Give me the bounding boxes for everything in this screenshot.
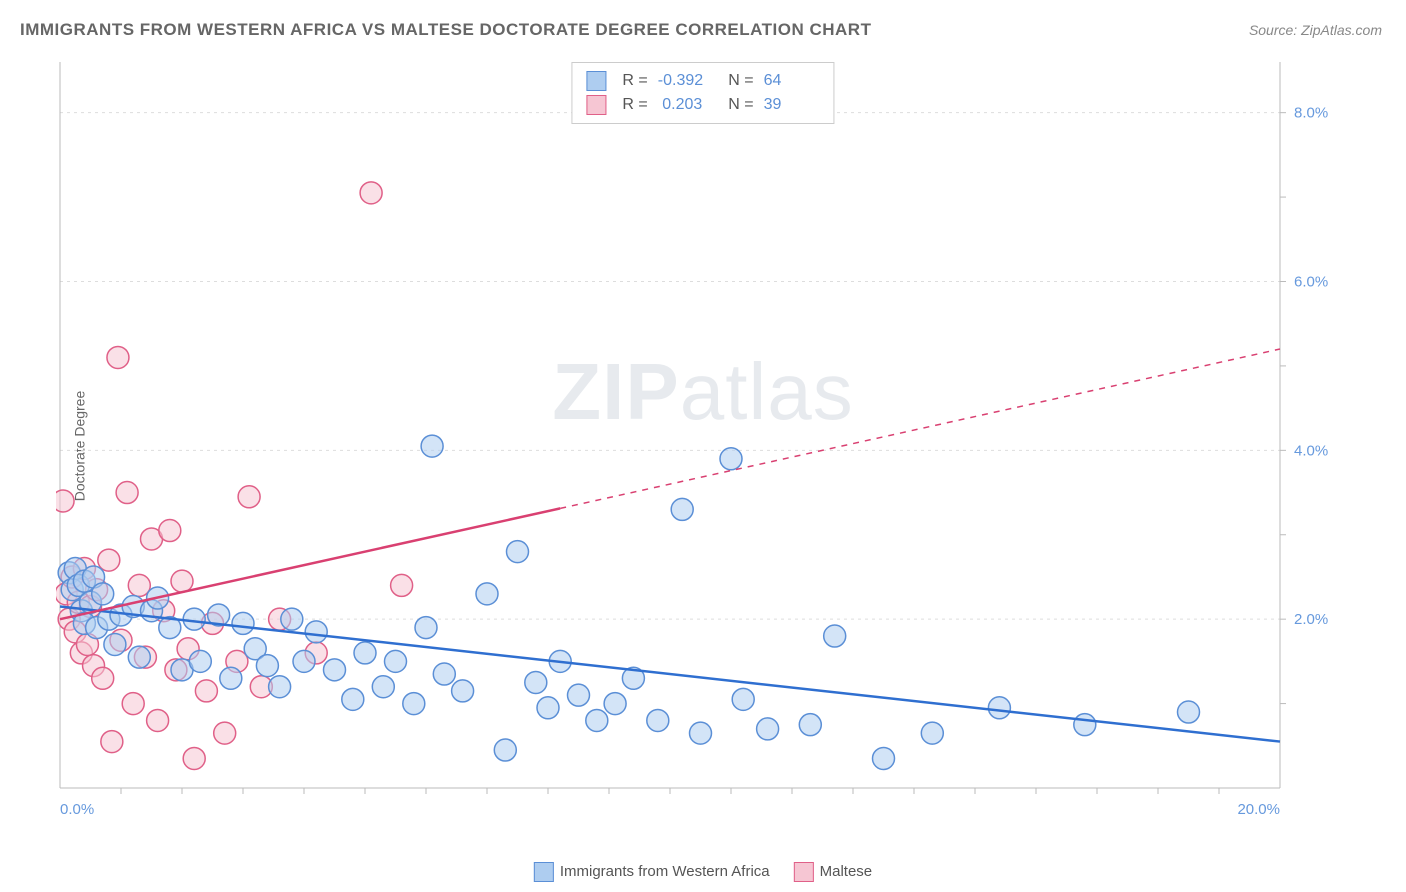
legend-swatch <box>794 862 814 882</box>
stat-row-series-0: R = -0.392 N = 64 <box>586 69 819 93</box>
legend-item: Immigrants from Western Africa <box>534 862 770 882</box>
svg-text:2.0%: 2.0% <box>1294 611 1328 628</box>
legend-item: Maltese <box>794 862 873 882</box>
plot-svg: 2.0% 4.0% 6.0% 8.0% 0.0% 20.0% <box>56 58 1346 828</box>
source-attribution: Source: ZipAtlas.com <box>1249 22 1382 38</box>
svg-text:4.0%: 4.0% <box>1294 442 1328 459</box>
stat-row-series-1: R = 0.203 N = 39 <box>586 93 819 117</box>
svg-text:8.0%: 8.0% <box>1294 105 1328 122</box>
swatch-series-0 <box>586 71 606 91</box>
legend-label: Immigrants from Western Africa <box>560 863 770 880</box>
svg-text:0.0%: 0.0% <box>60 801 94 818</box>
swatch-series-1 <box>586 95 606 115</box>
svg-text:20.0%: 20.0% <box>1237 801 1280 818</box>
scatter-plot: 2.0% 4.0% 6.0% 8.0% 0.0% 20.0% <box>56 58 1346 828</box>
svg-text:6.0%: 6.0% <box>1294 273 1328 290</box>
legend-swatch <box>534 862 554 882</box>
legend-label: Maltese <box>820 863 873 880</box>
bottom-legend: Immigrants from Western Africa Maltese <box>534 862 872 882</box>
page-title: IMMIGRANTS FROM WESTERN AFRICA VS MALTES… <box>20 20 871 40</box>
correlation-stats-box: R = -0.392 N = 64 R = 0.203 N = 39 <box>571 62 834 124</box>
